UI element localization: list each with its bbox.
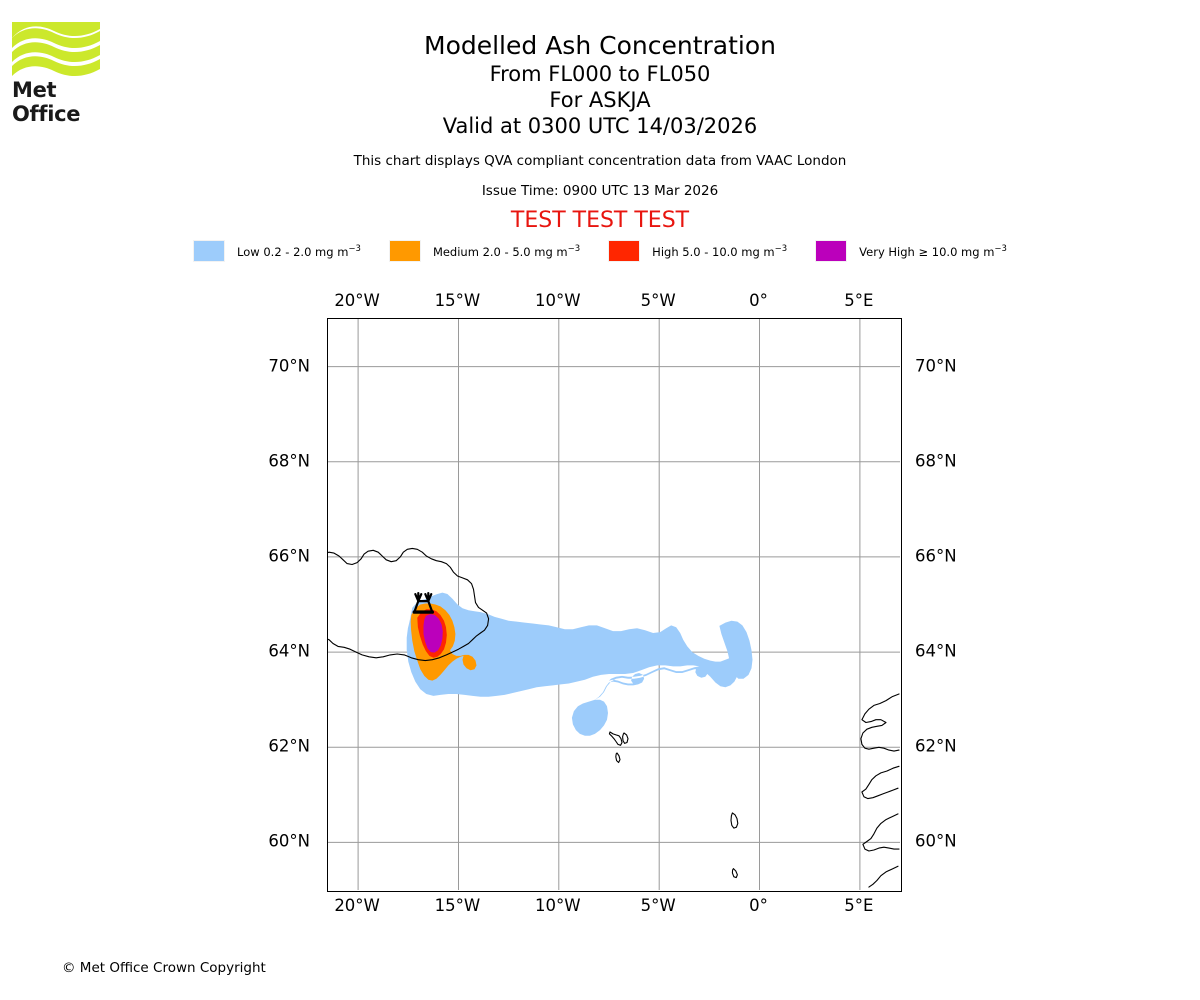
issue-time: Issue Time: 0900 UTC 13 Mar 2026 — [481, 183, 719, 199]
lat-tick-right-4: 62°N — [915, 736, 957, 756]
legend-swatch-high — [608, 240, 641, 262]
lat-tick-right-0: 70°N — [915, 356, 957, 376]
lon-tick-top-3: 5°W — [640, 291, 676, 310]
page-title: Modelled Ash Concentration — [424, 31, 776, 60]
legend-swatch-very-high — [815, 240, 848, 262]
copyright-notice: © Met Office Crown Copyright — [62, 960, 266, 976]
legend-label-high: High 5.0 - 10.0 mg m−3 — [652, 243, 788, 259]
ash-contour-low — [406, 592, 753, 736]
lon-tick-top-2: 10°W — [535, 291, 581, 310]
lat-tick-left-3: 64°N — [268, 641, 310, 661]
lon-tick-top-1: 15°W — [434, 291, 481, 310]
lon-tick-bottom-1: 15°W — [434, 896, 481, 915]
lat-tick-left-5: 60°N — [268, 831, 310, 851]
chart-title-block: Modelled Ash Concentration From FL000 to… — [0, 0, 1200, 234]
qva-note: This chart displays QVA compliant concen… — [353, 153, 847, 169]
lon-tick-bottom-5: 5°E — [844, 896, 874, 915]
legend-item-medium: Medium 2.0 - 5.0 mg m−3 — [388, 240, 581, 262]
met-office-waves-icon — [12, 22, 100, 77]
coastlines — [328, 547, 900, 888]
lon-tick-top-4: 0° — [749, 291, 768, 310]
lat-tick-left-2: 66°N — [268, 546, 310, 566]
lon-tick-top-0: 20°W — [334, 291, 380, 310]
lat-tick-right-3: 64°N — [915, 641, 957, 661]
met-office-logo: Met Office — [10, 22, 130, 126]
lat-tick-right-2: 66°N — [915, 546, 957, 566]
lon-tick-top-5: 5°E — [844, 291, 874, 310]
legend-swatch-low — [193, 240, 226, 262]
met-office-wordmark: Met Office — [12, 78, 81, 126]
flight-level-range: From FL000 to FL050 — [489, 62, 711, 86]
map-canvas — [328, 319, 900, 890]
volcano-marker-askja — [412, 592, 435, 614]
lon-tick-bottom-3: 5°W — [640, 896, 676, 915]
valid-time: Valid at 0300 UTC 14/03/2026 — [442, 114, 758, 138]
map-gridlines — [328, 319, 900, 890]
ash-concentration-map[interactable] — [327, 318, 902, 892]
legend-item-low: Low 0.2 - 2.0 mg m−3 — [193, 240, 361, 262]
lon-tick-bottom-0: 20°W — [334, 896, 380, 915]
concentration-legend: Low 0.2 - 2.0 mg m−3 Medium 2.0 - 5.0 mg… — [0, 240, 1200, 262]
lat-tick-left-4: 62°N — [268, 736, 310, 756]
test-banner: TEST TEST TEST — [510, 208, 690, 233]
legend-label-low: Low 0.2 - 2.0 mg m−3 — [237, 243, 361, 259]
legend-label-very-high: Very High ≥ 10.0 mg m−3 — [859, 243, 1007, 259]
lat-tick-right-1: 68°N — [915, 451, 957, 471]
legend-swatch-medium — [388, 240, 421, 262]
ash-contour-very-high — [423, 614, 443, 653]
lon-tick-bottom-4: 0° — [749, 896, 768, 915]
lon-tick-bottom-2: 10°W — [535, 896, 581, 915]
lat-tick-right-5: 60°N — [915, 831, 957, 851]
legend-label-medium: Medium 2.0 - 5.0 mg m−3 — [432, 243, 581, 259]
lat-tick-left-0: 70°N — [268, 356, 310, 376]
legend-item-very-high: Very High ≥ 10.0 mg m−3 — [815, 240, 1007, 262]
legend-item-high: High 5.0 - 10.0 mg m−3 — [608, 240, 787, 262]
volcano-name: For ASKJA — [549, 88, 651, 112]
lat-tick-left-1: 68°N — [268, 451, 310, 471]
